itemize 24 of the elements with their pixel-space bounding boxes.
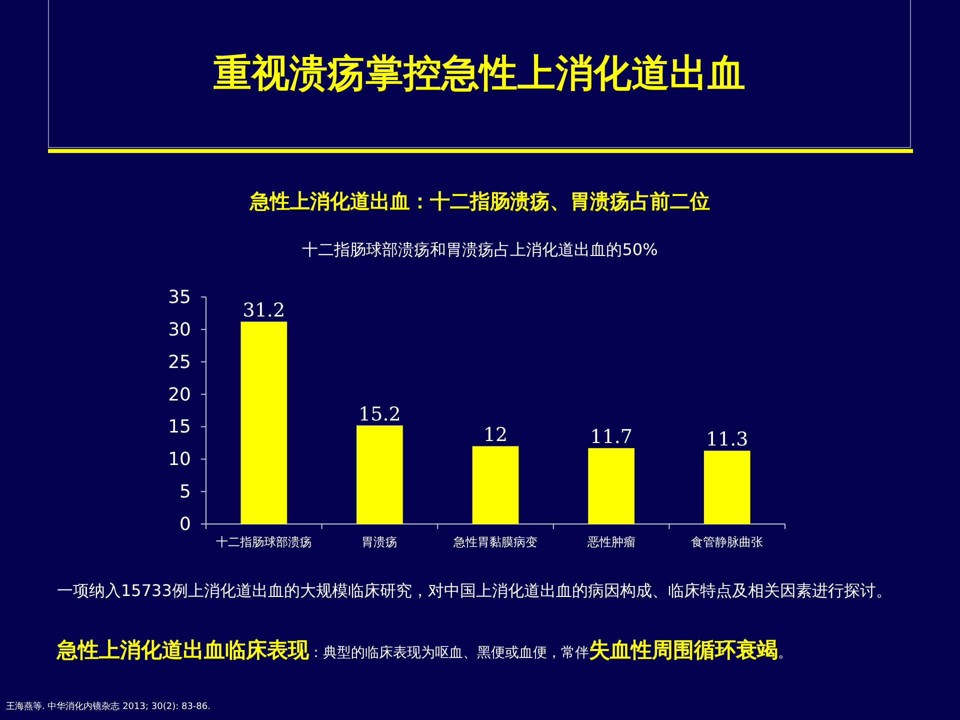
- data-label: 11.7: [590, 426, 632, 448]
- y-tick-label: 0: [180, 514, 191, 535]
- x-tick-label: 急性胃黏膜病变: [452, 535, 538, 549]
- data-label: 11.3: [706, 428, 748, 451]
- y-tick-label: 35: [168, 287, 191, 308]
- y-tick-label: 25: [168, 352, 191, 373]
- text: 十二指肠球部溃疡和胃溃疡占上消化道出血的50%: [301, 240, 659, 261]
- x-tick-label: 胃溃疡: [362, 535, 398, 549]
- y-tick-label: 5: [180, 482, 191, 503]
- chart-title: 重视溃疡掌控急性上消化道出血: [212, 49, 746, 97]
- data-label: 31.2: [242, 300, 286, 322]
- y-tick-label: 20: [168, 384, 191, 406]
- y-tick-label: 30: [168, 319, 191, 340]
- y-tick-label: 10: [168, 449, 191, 470]
- y-tick-label: 15: [168, 416, 191, 438]
- text: 急性上消化道出血临床表现：典型的临床表现为呕血、黑便或血便，常伴失血性周围循环衰竭。: [57, 637, 793, 664]
- data-label: 12: [483, 424, 508, 446]
- text: 王海燕等. 中华消化内镜杂志 2013; 30(2): 83-86.: [6, 700, 212, 713]
- data-label: 15.2: [358, 403, 401, 426]
- x-tick-label: 食管静脉曲张: [691, 535, 764, 549]
- text: 一项纳入15733例上消化道出血的大规模临床研究，对中国上消化道出血的病因构成、临床特点及相关因素进行探讨。: [57, 580, 893, 602]
- x-tick-label: 十二指肠球部溃疡: [216, 535, 312, 549]
- x-tick-label: 恶性肿瘤: [586, 535, 636, 549]
- chart-subtitle: 急性上消化道出血：十二指肠溃疡、胃溃疡占前二位: [248, 188, 711, 215]
